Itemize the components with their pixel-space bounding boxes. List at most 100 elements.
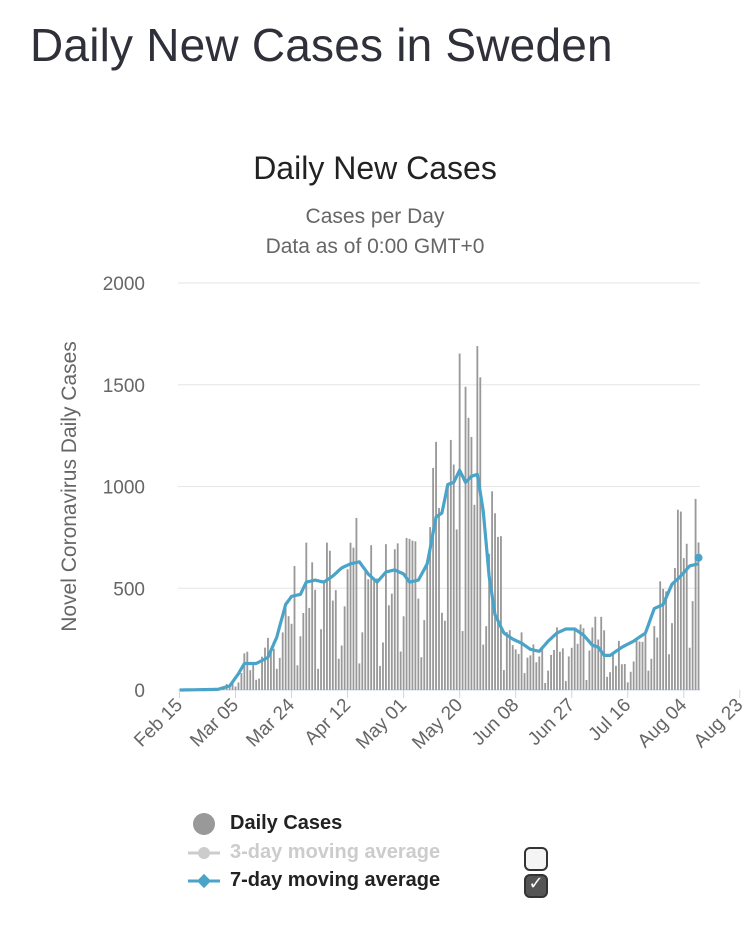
bar (517, 653, 520, 690)
bar (278, 657, 281, 690)
bar (473, 504, 476, 690)
legend-item-daily-cases[interactable]: Daily Cases (188, 810, 548, 838)
bar (582, 628, 585, 690)
bar (479, 377, 482, 690)
bar (246, 651, 249, 690)
line-7-day-average (179, 468, 699, 692)
x-tick-label: Jun 08 (468, 695, 523, 750)
bar (361, 632, 364, 690)
bar (340, 645, 343, 690)
bar (620, 664, 623, 690)
bar (237, 682, 240, 690)
legend-item-7-day-average[interactable]: 7-day moving average (188, 867, 548, 895)
bar (606, 676, 609, 690)
bar (449, 439, 452, 690)
bar (414, 541, 417, 690)
bar (488, 553, 491, 690)
x-tick-label: Jun 27 (524, 695, 579, 750)
bar (561, 648, 564, 690)
bar (550, 654, 552, 690)
bar (467, 417, 470, 690)
bar (373, 578, 376, 690)
bar (299, 636, 302, 690)
bar (482, 644, 485, 690)
bar (638, 641, 641, 690)
bar (623, 664, 626, 690)
bar (402, 616, 405, 690)
bar (694, 498, 697, 690)
subtitle-line-2: Data as of 0:00 GMT+0 (265, 235, 485, 258)
bar (662, 588, 665, 690)
bar (370, 545, 373, 690)
bar (269, 648, 272, 690)
diamond-marker-icon (188, 873, 220, 889)
bar (470, 436, 473, 690)
bar (500, 536, 502, 690)
y-tick-label: 0 (134, 681, 145, 702)
bar (240, 673, 243, 690)
page-title: Daily New Cases in Sweden (30, 19, 613, 71)
bar (585, 679, 588, 690)
bar (317, 668, 319, 690)
bar (529, 655, 532, 690)
bar (659, 581, 662, 690)
bar (671, 623, 673, 690)
bar (612, 654, 614, 690)
chart-subtitle: Cases per Day Data as of 0:00 GMT+0 (0, 202, 750, 262)
bar (452, 464, 455, 690)
bar (556, 627, 558, 690)
daily-cases-chart[interactable]: 0 500 1000 1500 2000 Novel Coronavirus Daily … (0, 0, 750, 800)
x-tick-label: Jul 16 (585, 695, 636, 746)
bar (688, 647, 691, 690)
bar (420, 657, 423, 690)
bar (665, 591, 667, 690)
bar (523, 673, 526, 690)
bar (532, 644, 535, 690)
bar (411, 540, 414, 690)
bar (594, 616, 597, 690)
bar (674, 568, 676, 690)
bar (485, 626, 488, 690)
bar (609, 672, 611, 690)
bar (644, 632, 647, 690)
bar (632, 661, 635, 690)
bar (352, 547, 355, 690)
bar (379, 665, 381, 690)
bar (429, 527, 432, 690)
bar (573, 629, 576, 690)
bar (544, 683, 547, 690)
bar (328, 550, 331, 690)
bar (691, 601, 694, 690)
bar (393, 549, 396, 690)
bar (682, 558, 685, 690)
bar (591, 627, 594, 690)
legend-item-3-day-average[interactable]: 3-day moving average (188, 839, 548, 867)
x-tick-label: Aug 23 (690, 695, 747, 752)
bar (337, 658, 340, 690)
bar (502, 670, 505, 690)
bar (267, 637, 269, 690)
bar (567, 656, 570, 690)
bar (497, 536, 499, 690)
bar (464, 386, 467, 690)
bar (390, 593, 393, 690)
bar (641, 641, 644, 690)
bar (697, 542, 700, 690)
bar (311, 562, 314, 690)
toggle-7-day-average-checkbox[interactable]: ✓ (524, 873, 548, 898)
bar (626, 682, 629, 690)
bar (443, 620, 446, 690)
bar (302, 613, 305, 690)
bar (346, 569, 349, 690)
bar (287, 616, 290, 690)
bar (603, 630, 606, 690)
legend-label-3-day-average: 3-day moving average (230, 841, 441, 863)
toggle-3-day-average-checkbox[interactable] (524, 847, 548, 871)
bar (290, 623, 293, 690)
bar (308, 607, 311, 690)
bar (579, 624, 582, 690)
bar (564, 681, 567, 690)
legend-label-7-day-average: 7-day moving average (230, 869, 441, 891)
y-tick-label: 1500 (103, 376, 145, 397)
bar (538, 656, 541, 690)
